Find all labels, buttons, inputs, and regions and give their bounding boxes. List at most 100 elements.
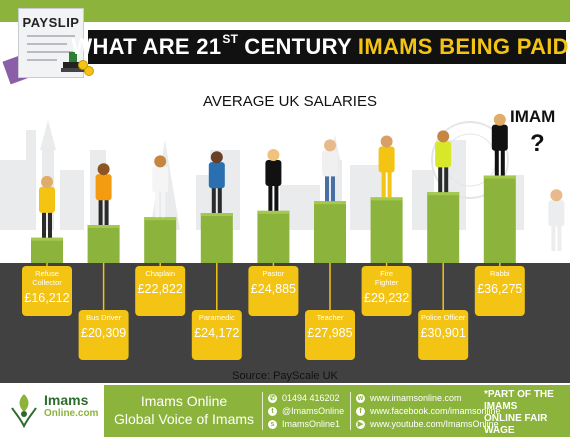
title-highlight: IMAMS BEING PAID? [357,34,570,59]
salary-label-box [361,266,412,316]
figure-leg [155,189,160,218]
figure-head [41,175,53,188]
figure-head [493,113,506,126]
figure-leg [274,182,279,211]
org-name: Imams Online [140,393,228,409]
title-part-2: CENTURY [244,34,352,59]
figure-leg [387,169,392,198]
logo-box [0,385,104,437]
snapchat-handle: ImamsOnline1 [282,419,341,429]
figure-body [265,159,282,187]
chart-source: Source: PayScale UK [232,370,338,382]
payslip-text-line [27,43,67,45]
bar [483,175,516,263]
page-title: WHAT ARE 21 ST CENTURY IMAMS BEING PAID? [71,30,570,64]
youtube-link[interactable]: ▶ www.youtube.com/ImamsOnline [356,419,499,429]
bar-cap [257,210,290,214]
figure-leg [217,185,222,214]
category-label: Pastor [263,269,285,278]
figure-body [378,146,395,173]
figure-head [437,130,450,143]
bar-cap [200,213,233,217]
logo-wordmark[interactable]: Imams Online.com [44,393,98,421]
globe-icon: w [356,393,365,403]
bar [314,201,346,263]
phone-contact[interactable]: ✆ 01494 416202 [268,393,340,403]
bar [427,192,460,263]
salary-label-box [78,310,129,360]
salary-label-box [135,266,186,316]
bar-cap [87,224,120,228]
figure-head [154,155,167,168]
logo-line-2: Online.com [44,408,99,419]
bar [200,213,233,263]
category-label: Teacher [317,313,344,322]
campaign-line-3: WAGE CAMPAIGN [484,425,515,436]
figure-leg [42,209,46,238]
figure-leg [444,164,449,193]
figure-body [491,124,508,151]
category-label: Fighter [375,278,399,287]
facebook-link[interactable]: f www.facebook.com/imamsonline [356,406,501,416]
figure-body [208,162,225,189]
figure-leg [551,223,556,251]
bar-cap [370,197,403,201]
footer-organisation: Imams Online Global Voice of Imams [110,392,258,428]
salary-label-box [305,310,355,360]
figure-body [322,150,338,177]
bar-cap [144,217,177,221]
figure-leg [104,197,109,225]
youtube-url: www.youtube.com/ImamsOnline [370,419,499,429]
figure-head [210,151,223,164]
org-tagline: Global Voice of Imams [113,411,255,427]
phone-icon: ✆ [268,393,277,403]
title-part-1: WHAT ARE 21 [71,34,222,59]
category-label: Paramedic [199,313,235,322]
figure-leg [331,173,335,202]
salary-label-box [22,266,72,316]
snapchat-contact[interactable]: s ImamsOnline1 [268,419,340,429]
payslip-text-line [27,35,75,37]
category-label: Refuse [35,269,59,278]
figure-head [267,149,280,162]
figure-body [435,141,452,168]
figure-body [39,186,55,213]
youtube-icon: ▶ [356,419,365,429]
salary-label-box [248,266,299,316]
footer-divider [262,392,263,430]
figure-leg [381,169,386,198]
payslip-label: PAYSLIP [22,15,80,30]
figure-head [324,139,336,152]
website-link[interactable]: w www.imamsonline.com [356,393,462,403]
campaign-line-1: *PART OF THE IMAMS [484,389,554,412]
figure-body [152,166,169,193]
snapchat-icon: s [268,419,277,429]
salary-value-label: £30,901 [421,326,466,340]
bar [370,197,403,263]
twitter-icon: t [268,406,277,416]
chart-title: AVERAGE UK SALARIES [203,93,377,110]
figure-head [380,135,393,148]
salary-value-label: £29,232 [364,291,409,305]
figure-leg [48,209,52,238]
bar [87,224,120,263]
figure-leg [325,173,329,202]
bar [31,237,63,263]
category-label: Fire [380,269,393,278]
bar [257,210,290,263]
figure-leg [268,182,273,211]
salary-value-label: £36,275 [477,282,522,296]
campaign-line-2: ONLINE FAIR [484,413,548,424]
twitter-contact[interactable]: t @ImamsOnline [268,406,344,416]
figure-body [95,174,112,201]
figure-head [550,189,563,202]
imams-online-logo-icon [11,394,37,428]
logo-line-1: Imams [44,392,89,408]
bar-cap [427,192,460,196]
bar-cap [314,201,346,205]
figure-body [548,200,565,227]
bar [144,217,177,263]
figure-head [97,163,110,176]
figure-leg [98,197,103,225]
